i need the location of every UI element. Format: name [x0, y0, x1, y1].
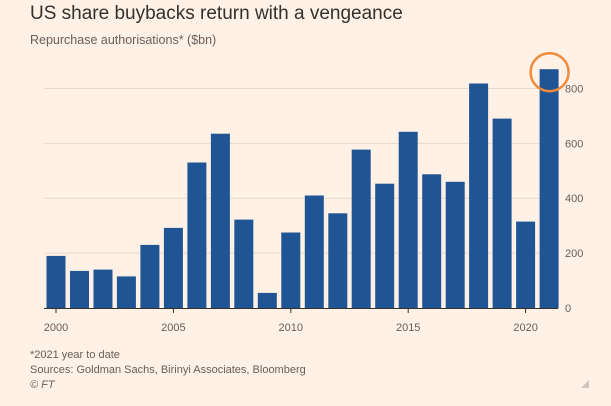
- footnote-year-to-date: *2021 year to date: [30, 349, 120, 361]
- bar-2004: [140, 244, 160, 308]
- chart-subtitle: Repurchase authorisations* ($bn): [30, 33, 217, 47]
- bar-2005: [163, 227, 183, 308]
- x-tick-label: 2005: [161, 322, 185, 334]
- x-tick-label: 2000: [44, 322, 68, 334]
- bar-2009: [257, 292, 277, 308]
- y-tick-label: 400: [565, 193, 583, 205]
- bar-2015: [398, 131, 418, 308]
- bar-2007: [210, 133, 230, 308]
- bar-2018: [469, 83, 489, 308]
- highlight-circle: [529, 51, 570, 93]
- bar-2008: [234, 219, 254, 308]
- resize-grip-icon[interactable]: [581, 380, 589, 388]
- y-tick-label: 800: [565, 83, 583, 95]
- highlight: [529, 51, 570, 93]
- bar-2020: [516, 221, 536, 308]
- bar-2006: [187, 162, 207, 308]
- bar-2002: [93, 269, 113, 308]
- ft-credit: © FT: [30, 379, 55, 391]
- bar-2014: [375, 183, 395, 308]
- bar-2000: [46, 255, 66, 308]
- y-tick-label: 600: [565, 138, 583, 150]
- bar-2016: [422, 174, 442, 308]
- y-tick-label: 200: [565, 248, 583, 260]
- bar-2017: [445, 181, 465, 308]
- x-tick-label: 2020: [513, 322, 537, 334]
- bar-2010: [281, 232, 301, 308]
- y-tick-label: 0: [565, 303, 571, 315]
- bar-2001: [70, 270, 89, 308]
- bar-2003: [116, 276, 136, 308]
- chart-title: US share buybacks return with a vengeanc…: [30, 3, 403, 24]
- axes: 0 200 400 600 800 2000 2005 2010 2015 2020: [44, 83, 584, 334]
- bars: [46, 69, 559, 308]
- bar-2013: [351, 149, 371, 308]
- bar-2012: [328, 213, 348, 308]
- sources-note: Sources: Goldman Sachs, Birinyi Associat…: [30, 364, 306, 376]
- x-tick-label: 2010: [279, 322, 303, 334]
- bar-2019: [492, 118, 512, 308]
- bar-2011: [304, 195, 324, 308]
- bar-2021: [539, 69, 559, 308]
- x-tick-label: 2015: [396, 322, 420, 334]
